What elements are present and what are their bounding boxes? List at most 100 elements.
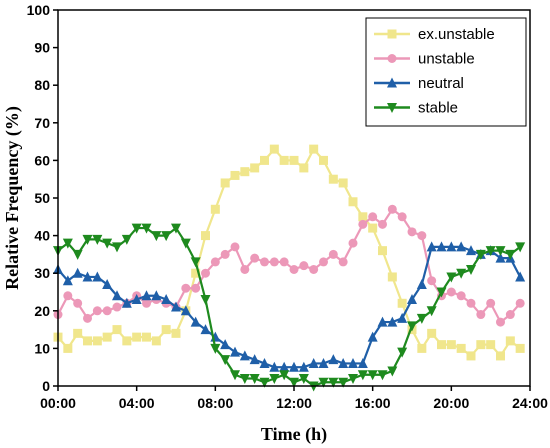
data-point [180, 305, 191, 316]
data-point [446, 340, 456, 350]
data-point [289, 377, 299, 388]
data-point [505, 336, 515, 346]
legend-swatch-marker [387, 77, 397, 88]
series-unstable [53, 204, 525, 327]
data-point [308, 357, 319, 368]
data-point [407, 227, 417, 237]
data-point [387, 366, 398, 377]
data-point [112, 325, 122, 335]
y-tick-label: 80 [34, 77, 50, 93]
legend-item: ex.unstable [374, 26, 495, 43]
data-point [112, 242, 122, 253]
data-point [505, 249, 516, 260]
data-point [279, 361, 290, 372]
data-point [319, 257, 328, 267]
data-point [279, 155, 289, 165]
x-tick-label: 08:00 [197, 395, 233, 411]
data-point [387, 316, 398, 327]
data-point [515, 271, 526, 282]
data-point [466, 245, 476, 256]
data-point [298, 373, 309, 384]
data-point [427, 328, 437, 338]
data-point [73, 298, 83, 308]
x-axis-title: Time (h) [261, 424, 327, 445]
data-point [456, 343, 466, 353]
data-point [319, 155, 328, 165]
data-point [446, 241, 457, 252]
data-point [436, 241, 447, 252]
data-point [82, 271, 93, 282]
data-point [367, 331, 378, 342]
data-point [269, 373, 280, 384]
x-tick-label: 04:00 [119, 395, 155, 411]
data-point [328, 174, 338, 184]
data-point [102, 238, 113, 249]
data-point [132, 332, 142, 342]
data-point [112, 290, 122, 301]
data-point [436, 287, 447, 298]
data-point [476, 340, 486, 350]
data-point [63, 343, 73, 353]
data-point [486, 298, 496, 308]
data-point [92, 306, 102, 316]
data-point [250, 163, 260, 173]
data-point [358, 212, 368, 222]
x-tick-label: 20:00 [433, 395, 469, 411]
data-point [230, 346, 240, 357]
data-point [200, 295, 211, 306]
data-point [446, 287, 456, 297]
data-point [338, 377, 349, 388]
data-point [83, 336, 92, 346]
data-point [151, 336, 161, 346]
data-point [63, 291, 73, 301]
data-point [92, 234, 103, 245]
data-point [466, 298, 476, 308]
data-point [515, 343, 525, 353]
data-point [348, 238, 358, 248]
data-point [279, 257, 289, 267]
data-point [102, 306, 112, 316]
data-point [328, 249, 338, 259]
data-point [309, 144, 319, 154]
data-point [171, 223, 181, 234]
data-point [181, 283, 191, 293]
data-point [475, 249, 486, 260]
data-point [190, 316, 201, 327]
legend-swatch-marker [387, 103, 397, 113]
data-point [83, 313, 92, 323]
data-point [171, 301, 181, 312]
data-point [378, 219, 387, 229]
data-point [358, 219, 368, 229]
data-point [387, 272, 397, 282]
data-point [220, 249, 230, 259]
data-point [82, 234, 93, 245]
data-point [299, 261, 309, 271]
series-line [57, 147, 521, 358]
data-point [131, 294, 142, 305]
data-point [260, 257, 269, 267]
data-point [121, 297, 132, 308]
data-point [260, 155, 269, 165]
data-point [378, 246, 387, 256]
data-point [102, 278, 113, 289]
data-point [220, 339, 231, 350]
series-ex-unstable [53, 144, 525, 361]
data-point [73, 328, 83, 338]
data-point [180, 238, 191, 249]
legend-label: unstable [418, 51, 475, 68]
data-point [446, 272, 457, 283]
data-point [348, 357, 358, 368]
data-point [456, 291, 466, 301]
data-point [357, 370, 368, 381]
data-point [338, 257, 348, 267]
data-point [240, 167, 250, 177]
data-point [269, 144, 279, 154]
data-point [289, 155, 299, 165]
data-point [200, 324, 211, 335]
x-tick-label: 16:00 [355, 395, 391, 411]
data-point [416, 313, 427, 324]
data-point [250, 253, 260, 263]
data-point [417, 343, 427, 353]
data-point [367, 370, 378, 381]
